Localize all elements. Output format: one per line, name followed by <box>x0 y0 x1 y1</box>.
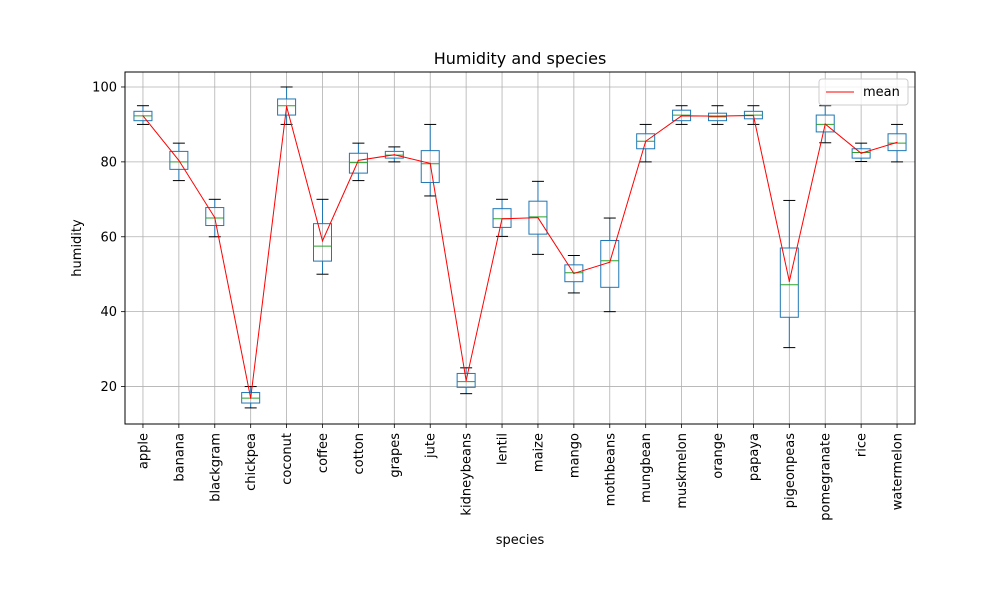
mean-line <box>142 106 898 399</box>
x-tick-label: lentil <box>496 433 511 465</box>
box-iqr <box>564 264 584 283</box>
box-iqr <box>169 150 189 170</box>
x-tick-label: coconut <box>280 433 295 485</box>
x-tick-label: mango <box>567 433 582 478</box>
x-tick-label: watermelon <box>891 433 906 510</box>
y-tick-label: 60 <box>100 230 117 245</box>
mean-point <box>537 217 539 219</box>
box-iqr <box>277 98 297 116</box>
x-tick-label: orange <box>711 433 726 479</box>
mean-point <box>285 105 288 108</box>
x-tick-label: muskmelon <box>675 433 690 509</box>
x-tick-label: grapes <box>388 433 403 478</box>
mean-point <box>573 272 575 275</box>
y-axis-label: humidity <box>70 219 85 277</box>
mean-point <box>429 162 431 164</box>
box-iqr <box>851 148 871 159</box>
x-tick-label: mothbeans <box>603 433 618 506</box>
box-iqr <box>348 152 368 174</box>
mean-point <box>501 218 503 220</box>
mean-point <box>178 159 180 161</box>
mean-point <box>465 379 467 382</box>
mean-point <box>250 397 252 399</box>
mean-point <box>680 115 683 117</box>
x-tick-label: pigeonpeas <box>783 433 798 509</box>
x-tick-label: banana <box>172 433 187 482</box>
x-tick-label: jute <box>424 433 439 459</box>
mean-layer <box>142 105 898 399</box>
x-tick-label: maize <box>531 433 546 472</box>
x-axis-label: species <box>496 533 545 548</box>
x-tick-label: chickpea <box>244 433 259 491</box>
mean-point <box>357 159 360 161</box>
mean-point <box>393 154 395 156</box>
box-iqr <box>205 207 225 227</box>
box-iqr <box>815 114 835 133</box>
y-tick-label: 40 <box>100 305 117 320</box>
box-iqr <box>456 372 476 388</box>
x-tick-label: blackgram <box>208 433 223 502</box>
box-iqr <box>420 150 440 183</box>
mean-point <box>214 217 216 219</box>
mean-point <box>645 140 647 142</box>
legend-frame <box>818 78 909 106</box>
y-tick-label: 80 <box>100 155 117 170</box>
box-iqr <box>887 133 907 152</box>
x-tick-label: kidneybeans <box>460 433 475 516</box>
y-tick-label: 20 <box>100 380 117 395</box>
chart-title: Humidity and species <box>434 49 607 68</box>
mean-point <box>860 152 862 154</box>
x-tick-label: apple <box>136 433 151 469</box>
plot-frame <box>124 71 916 425</box>
mean-point <box>716 115 719 117</box>
box-iqr <box>600 240 620 288</box>
axis-layer: apple banana blackgram chickpea coconut coffe… <box>92 80 905 520</box>
legend-mean-label: mean <box>863 85 900 100</box>
x-tick-label: cotton <box>352 433 367 475</box>
x-tick-label: papaya <box>747 433 762 481</box>
box-iqr <box>779 247 799 318</box>
x-tick-label: coffee <box>316 433 331 473</box>
mean-point <box>788 280 790 282</box>
x-tick-label: mungbean <box>639 433 654 503</box>
box-iqr <box>313 223 332 262</box>
x-tick-label: rice <box>855 433 870 457</box>
x-tick-label: pomegranate <box>819 433 834 521</box>
mean-point <box>609 261 611 263</box>
mean-point <box>142 115 144 117</box>
mean-point <box>752 114 755 117</box>
y-tick-label: 100 <box>92 80 117 95</box>
mean-point <box>824 123 826 125</box>
mean-point <box>321 240 324 242</box>
legend: mean <box>818 78 909 106</box>
mean-point <box>896 141 898 143</box>
